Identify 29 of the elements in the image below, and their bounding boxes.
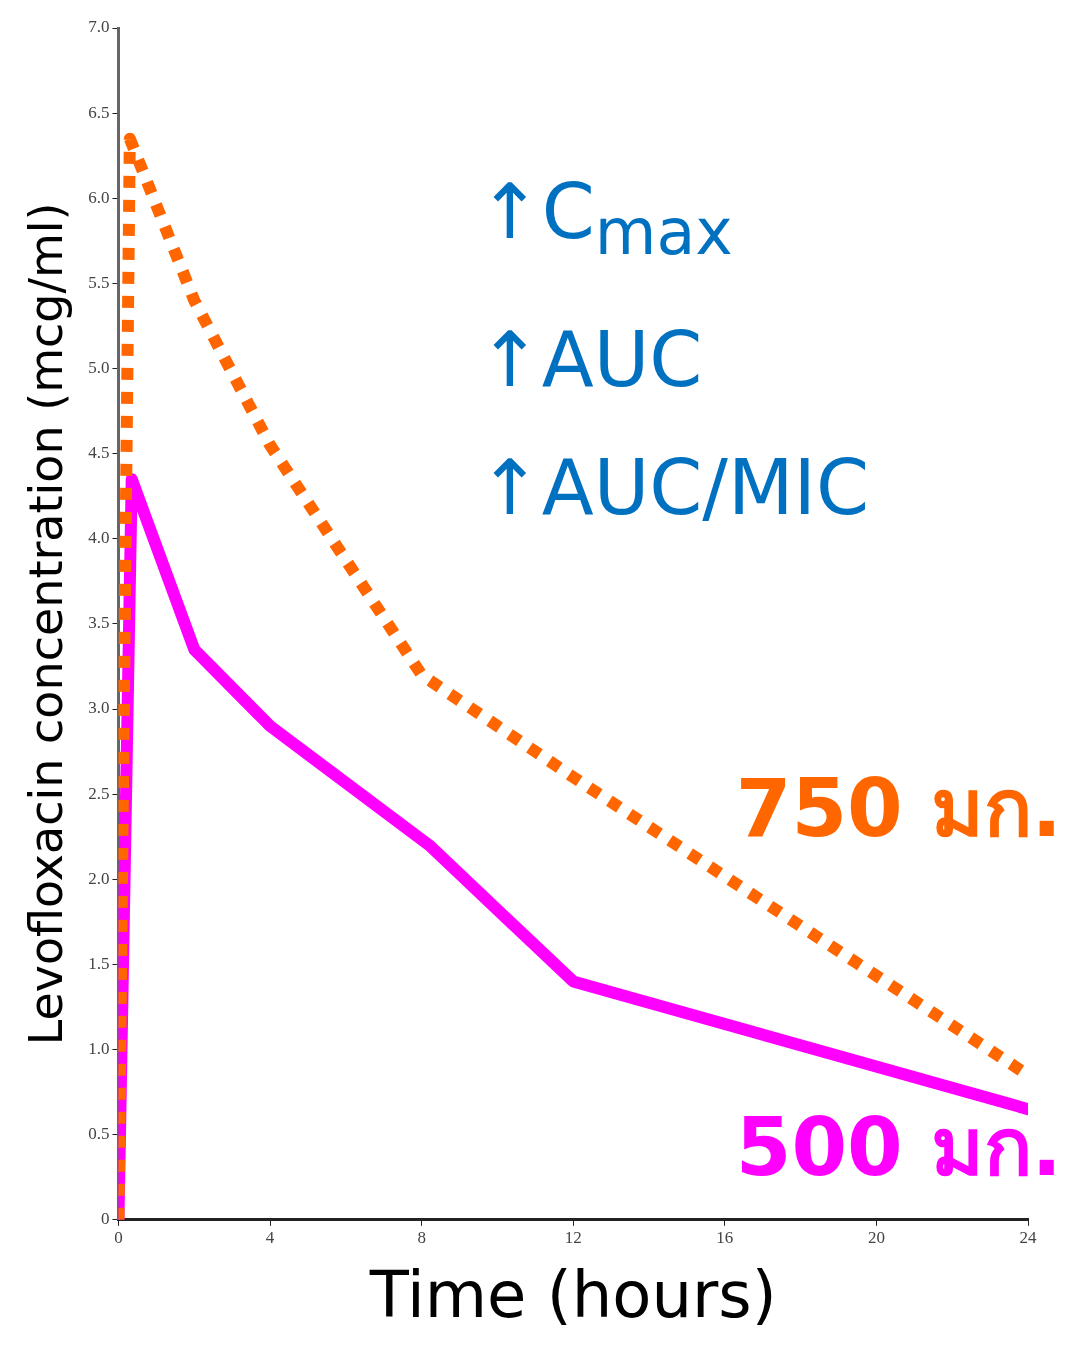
x-tick-label: 20 xyxy=(867,1228,885,1248)
series-label: 750 มก. xyxy=(735,761,1062,855)
x-tick-label: 0 xyxy=(114,1228,123,1248)
x-tick-label: 8 xyxy=(417,1228,426,1248)
annotation: ↑AUC/MIC xyxy=(478,442,870,535)
y-tick-label: 1.5 xyxy=(88,953,110,973)
y-tick-label: 5.5 xyxy=(88,272,110,292)
x-tick-label: 24 xyxy=(1019,1228,1037,1248)
y-tick-label: 7.0 xyxy=(88,17,110,37)
x-axis-title: Time (hours) xyxy=(368,1258,777,1333)
annotation: ↑C$_{max}$ xyxy=(478,166,734,272)
y-tick-label: 3.0 xyxy=(88,698,110,718)
y-tick-label: 5.0 xyxy=(88,357,110,377)
y-tick-label: 0 xyxy=(100,1209,110,1229)
y-tick-label: 4.5 xyxy=(88,443,110,463)
y-tick-label: 4.0 xyxy=(88,528,110,548)
y-tick-label: 3.5 xyxy=(88,613,110,633)
y-tick-label: 6.5 xyxy=(88,102,110,122)
x-tick-label: 12 xyxy=(564,1228,582,1248)
y-tick-label: 2.5 xyxy=(88,783,110,803)
y-tick-label: 2.0 xyxy=(88,868,110,888)
y-tick-label: 6.0 xyxy=(88,187,110,207)
y-axis-title: Levofloxacin concentration (mcg/ml) xyxy=(18,202,73,1046)
x-tick-label: 16 xyxy=(716,1228,734,1248)
y-tick-label: 1.0 xyxy=(88,1039,110,1059)
y-tick-label: 0.5 xyxy=(88,1124,110,1144)
annotation: ↑AUC xyxy=(478,314,704,407)
x-tick-label: 4 xyxy=(265,1228,275,1248)
series-label: 500 มก. xyxy=(735,1100,1062,1194)
